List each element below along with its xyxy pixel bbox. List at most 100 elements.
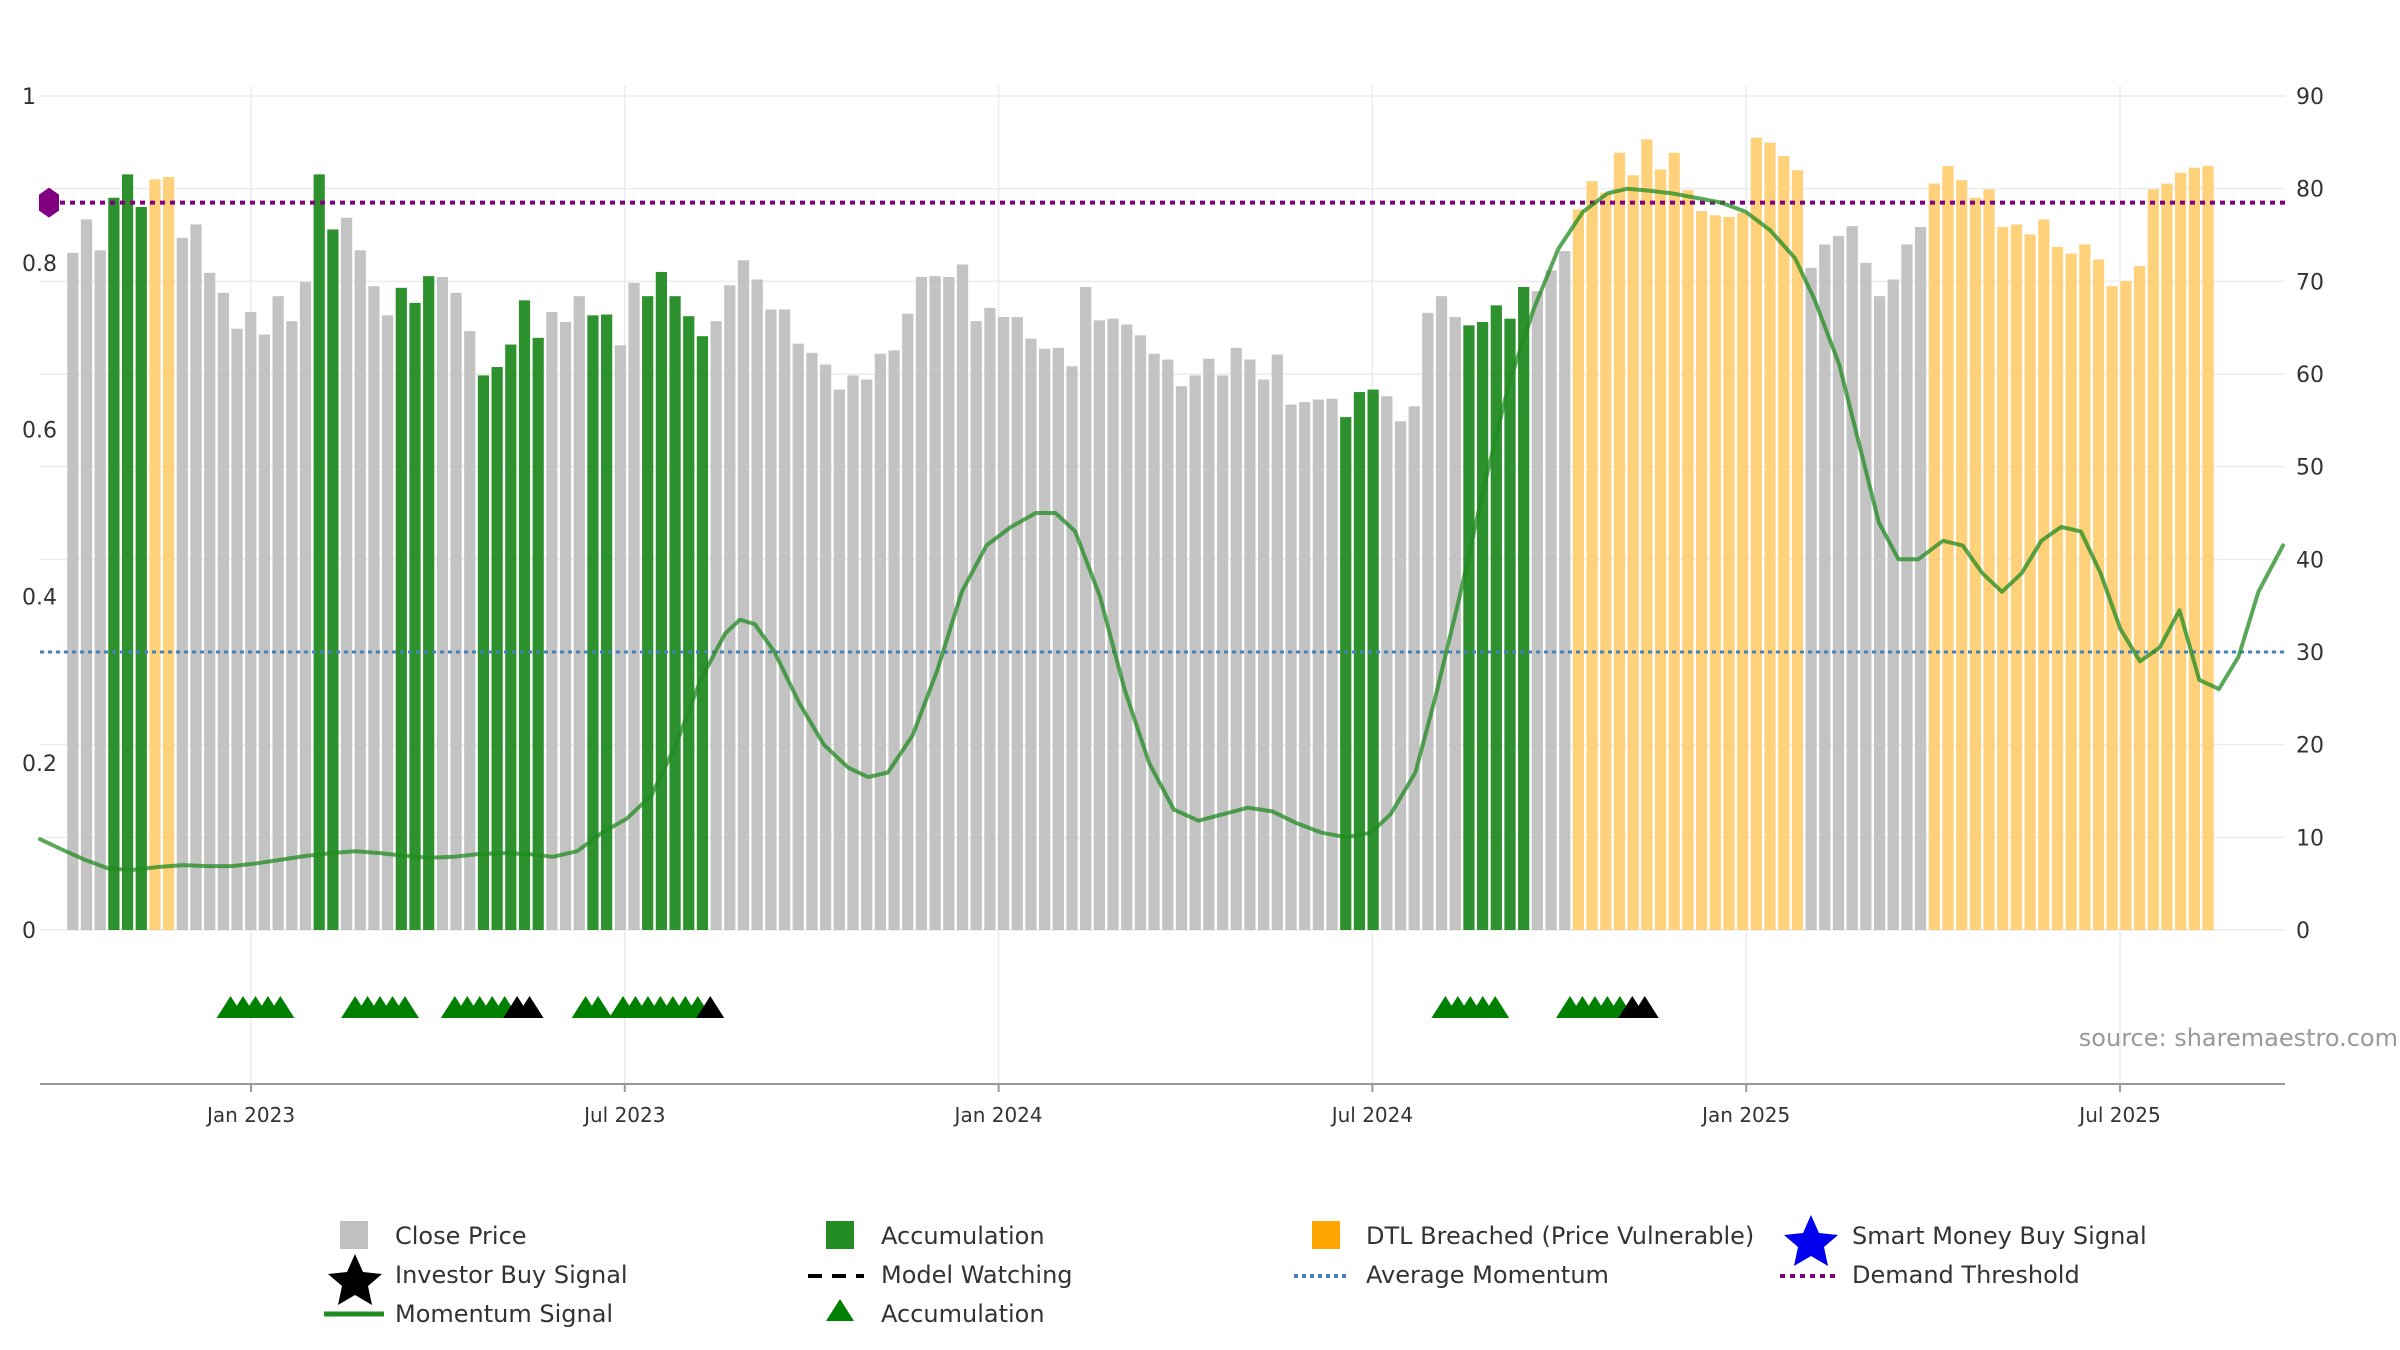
legend-dtl-breached: DTL Breached (Price Vulnerable): [1366, 1222, 1754, 1250]
accumulation-bar: [1367, 389, 1379, 930]
accumulation-bar: [1463, 325, 1475, 931]
close-price-bar: [340, 217, 353, 930]
right-axis-tick-label: 70: [2296, 270, 2324, 295]
close-price-bar: [286, 321, 298, 930]
close-price-bar: [1901, 244, 1913, 930]
close-price-bar: [1408, 406, 1420, 930]
close-price-bar: [902, 313, 914, 930]
close-price-bar: [464, 331, 476, 930]
legend-investor-buy: Investor Buy Signal: [395, 1261, 628, 1289]
close-price-bar: [1860, 262, 1872, 930]
close-price-bar: [1449, 317, 1461, 930]
close-price-bar: [176, 237, 188, 930]
right-axis-tick-label: 0: [2296, 919, 2310, 944]
close-price-bar: [1244, 359, 1256, 930]
dtl-breached-bar: [2079, 244, 2091, 930]
dtl-breached-bar: [1572, 209, 1585, 930]
momentum-signal-line: [38, 186, 2285, 872]
close-price-bar: [231, 328, 243, 930]
legend-average-momentum: Average Momentum: [1366, 1261, 1609, 1289]
dtl-breached-bar: [1600, 192, 1612, 930]
legend-momentum-signal: Momentum Signal: [395, 1300, 613, 1328]
x-axis-tick-label: Jan 2025: [1700, 1103, 1790, 1127]
close-price-bar: [765, 309, 777, 930]
close-price-bar: [737, 260, 750, 931]
close-price-bar: [1230, 347, 1242, 930]
dtl-breached-bar: [1696, 211, 1708, 931]
left-axis-tick-label: 0.2: [22, 752, 57, 777]
legend-accumulation-triangle-icon: [826, 1299, 854, 1321]
legend: Close Price Accumulation DTL Breached (P…: [324, 1215, 2147, 1328]
close-price-bar: [204, 272, 216, 931]
accumulation-bar: [491, 367, 503, 930]
close-price-bar: [806, 352, 818, 930]
close-price-bar: [820, 364, 832, 931]
accumulation-bar: [423, 276, 435, 930]
close-price-bar: [382, 315, 394, 930]
accumulation-bar: [642, 296, 654, 930]
bars: [67, 137, 2214, 931]
close-price-bar: [1559, 251, 1571, 930]
legend-smart-money-star-icon: [1784, 1215, 1838, 1266]
close-price-bar: [628, 282, 640, 930]
accumulation-bar: [108, 197, 120, 931]
close-price-bar: [1531, 291, 1543, 930]
close-price-bar: [847, 375, 859, 930]
accumulation-triangle: [266, 996, 295, 1018]
close-price-bar: [874, 353, 886, 930]
dtl-breached-bar: [1668, 152, 1680, 930]
dtl-breached-bar: [2038, 219, 2050, 930]
right-axis-tick-label: 20: [2296, 734, 2324, 759]
accumulation-bar: [518, 300, 531, 931]
close-price-bar: [1039, 348, 1051, 930]
accumulation-bar: [601, 314, 613, 930]
close-price-bar: [258, 334, 271, 930]
close-price-bar: [929, 276, 941, 930]
close-price-bar: [915, 276, 928, 930]
close-price-bar: [1203, 358, 1215, 931]
right-axis-tick-label: 60: [2296, 363, 2324, 388]
legend-investor-star-icon: [328, 1254, 382, 1305]
dtl-breached-bar: [2092, 259, 2105, 930]
close-price-bar: [190, 224, 202, 930]
accumulation-bar: [669, 296, 681, 930]
accumulation-bar: [683, 316, 695, 930]
close-price-bar: [450, 292, 462, 931]
accumulation-bar: [532, 337, 544, 930]
accumulation-bar: [409, 302, 421, 930]
close-price-bar: [1545, 270, 1557, 930]
close-price-bar: [1422, 312, 1434, 931]
close-price-bar: [984, 307, 996, 930]
accumulation-bar: [1504, 318, 1516, 931]
accumulation-bar: [1340, 417, 1352, 931]
close-price-bar: [559, 322, 572, 930]
close-price-bar: [833, 389, 845, 930]
x-axis-tick-label: Jul 2023: [582, 1103, 665, 1127]
accumulation-bar: [655, 271, 667, 930]
dtl-breached-bar: [1983, 189, 1995, 930]
left-axis-tick-label: 0.4: [22, 585, 57, 610]
close-price-bar: [724, 285, 736, 930]
dtl-breached-bar: [2147, 189, 2159, 930]
dtl-breached-bar: [2120, 281, 2132, 930]
close-price-bar: [1066, 366, 1078, 930]
close-price-bar: [1162, 359, 1174, 930]
x-axis-tick-label: Jul 2024: [1330, 1103, 1413, 1127]
dtl-breached-bar: [1709, 215, 1721, 931]
right-axis-tick-label: 50: [2296, 456, 2324, 481]
legend-accumulation-swatch: [826, 1221, 854, 1249]
legend-smart-money: Smart Money Buy Signal: [1852, 1222, 2147, 1250]
dtl-breached-bar: [1791, 170, 1804, 930]
close-price-bar: [1258, 379, 1270, 930]
close-price-bar: [888, 350, 900, 930]
legend-model-watching: Model Watching: [881, 1261, 1073, 1289]
close-price-bar: [997, 317, 1010, 930]
legend-dtl-swatch: [1312, 1221, 1340, 1249]
dtl-breached-bar: [1764, 142, 1776, 931]
close-price-bar: [354, 250, 366, 931]
source-label: source: sharemaestro.com: [2079, 1024, 2398, 1052]
close-price-bar: [1312, 399, 1324, 930]
right-axis-tick-label: 30: [2296, 641, 2324, 666]
close-price-bar: [1914, 226, 1927, 931]
